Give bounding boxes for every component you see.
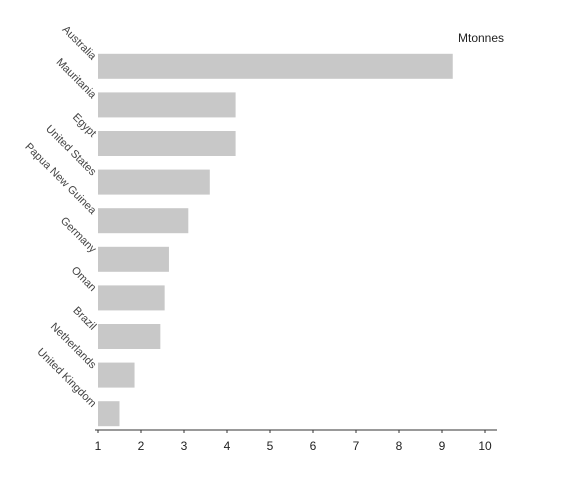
x-tick-label: 10: [478, 439, 492, 453]
bar: [98, 324, 161, 349]
bar: [98, 285, 165, 311]
bar: [98, 246, 169, 272]
category-label: Brazil: [70, 305, 98, 333]
category-label: Oman: [69, 264, 99, 294]
category-label: Germany: [58, 215, 99, 256]
bar: [98, 92, 236, 118]
x-tick-label: 2: [138, 439, 145, 453]
bar: [98, 131, 236, 156]
bar: [98, 362, 135, 388]
x-tick-label: 4: [224, 439, 231, 453]
category-label: Australia: [60, 24, 99, 63]
x-tick-label: 8: [396, 439, 403, 453]
bar: [98, 53, 453, 79]
x-tick-label: 3: [181, 439, 188, 453]
bar: [98, 208, 189, 234]
axis-unit-label: Mtonnes: [458, 31, 504, 45]
bar: [98, 401, 120, 427]
bar: [98, 169, 210, 195]
category-label: Mauritania: [54, 56, 99, 101]
category-label: Papua New Guinea: [22, 141, 99, 218]
x-tick-label: 5: [267, 439, 274, 453]
x-tick-label: 7: [353, 439, 360, 453]
x-tick-label: 6: [310, 439, 317, 453]
category-label: Egypt: [70, 111, 98, 139]
x-tick-label: 9: [439, 439, 446, 453]
x-tick-label: 1: [95, 439, 102, 453]
